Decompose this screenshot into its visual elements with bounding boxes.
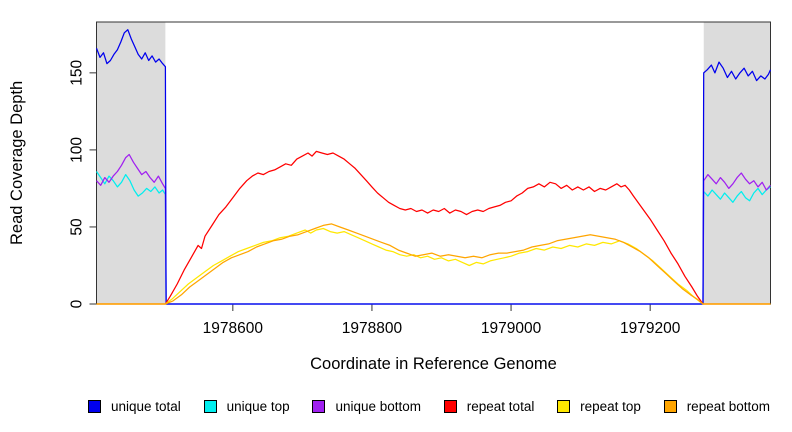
legend-item-unique-top: unique top (203, 398, 290, 414)
legend-label: repeat bottom (686, 398, 770, 414)
legend-item-unique-bottom: unique bottom (312, 399, 421, 414)
x-axis-title: Coordinate in Reference Genome (310, 355, 557, 373)
series-line-unique-top (95, 171, 771, 305)
x-tick-label: 1979200 (620, 320, 681, 337)
legend-swatch-unique-top (203, 399, 217, 413)
series-line-repeat-bottom (96, 223, 771, 305)
y-tick-label: 150 (69, 60, 86, 86)
legend-label: repeat top (580, 398, 641, 414)
series-line-repeat-top (96, 227, 771, 305)
x-tick-label: 1979000 (481, 320, 542, 337)
legend-swatch-unique-bottom (312, 399, 326, 413)
legend-label: repeat total (466, 398, 535, 414)
series-line-unique-total (95, 29, 772, 305)
x-tick-label: 1978800 (342, 320, 403, 337)
legend-item-repeat-bottom: repeat bottom (663, 398, 770, 414)
legend-swatch-repeat-top (557, 399, 571, 413)
legend-item-repeat-total: repeat total (443, 398, 535, 414)
shaded-region-2 (703, 22, 771, 304)
y-tick-label: 100 (69, 137, 86, 163)
legend-label: unique total (111, 398, 181, 414)
plot-box (96, 21, 771, 305)
legend-item-repeat-top: repeat top (557, 399, 641, 414)
legend-label: unique bottom (335, 398, 421, 414)
x-tick-label: 1978600 (203, 320, 264, 337)
legend-item-unique-total: unique total (88, 399, 181, 414)
y-tick-label: 50 (69, 218, 86, 236)
shaded-region-1 (96, 22, 166, 304)
y-axis-title: Read Coverage Depth (8, 80, 26, 246)
legend: unique total unique top unique bottom re… (88, 397, 770, 415)
legend-swatch-repeat-bottom (663, 399, 677, 413)
series-line-repeat-total (96, 150, 771, 305)
legend-swatch-unique-total (88, 399, 101, 413)
legend-label: unique top (226, 398, 290, 414)
y-tick-label: 0 (69, 299, 86, 308)
legend-swatch-repeat-total (443, 399, 457, 413)
